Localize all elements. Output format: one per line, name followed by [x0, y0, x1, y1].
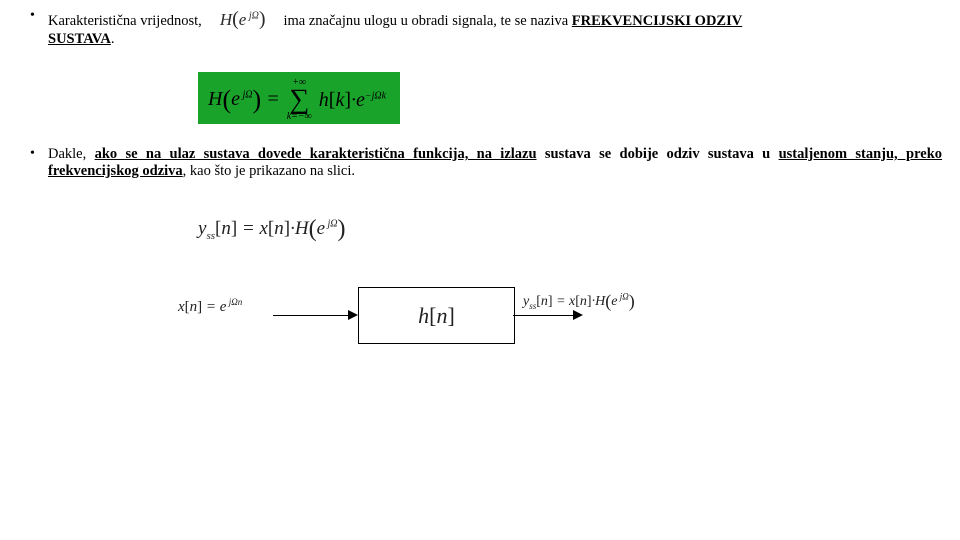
arrow-out-line [513, 315, 573, 316]
b2-mid: sustava se dobije odziv sustava u [537, 146, 779, 162]
b2-bu1: ako se na ulaz sustava dovede karakteris… [95, 146, 537, 162]
b1-line2: SUSTAVA. [48, 31, 942, 48]
sum-icon: +∞ ∑ k=−∞ [287, 78, 312, 122]
block-diagram: x[n] = e jΩn h[n] yss[n] = x[n]·H(e jΩ) [178, 269, 738, 359]
arrow-in-head-icon [348, 310, 358, 320]
slide-page: Karakteristična vrijednost, H(e jΩ) ima … [0, 0, 960, 377]
bullet-2: Dakle, ako se na ulaz sustava dovede kar… [28, 146, 942, 359]
diagram-output-label: yss[n] = x[n]·H(e jΩ) [523, 291, 635, 312]
b1-term-sustava: SUSTAVA [48, 31, 111, 47]
green-formula-box: H(e jΩ) = +∞ ∑ k=−∞ h[k]·e−jΩk [198, 72, 400, 124]
formula-lhs: H(e jΩ) = [208, 85, 280, 115]
sum-lower: k=−∞ [287, 112, 312, 122]
b1-tail: . [111, 31, 115, 47]
green-formula-wrap: H(e jΩ) = +∞ ∑ k=−∞ h[k]·e−jΩk [198, 72, 942, 124]
b1-term-freq: FREKVENCIJSKI ODZIV [572, 13, 742, 29]
bullet-1-line: Karakteristična vrijednost, H(e jΩ) ima … [48, 8, 942, 31]
b1-right-text: ima značajnu ulogu u obradi signala, te … [284, 13, 943, 30]
arrow-in-line [273, 315, 348, 316]
inline-formula-H: H(e jΩ) [220, 8, 266, 31]
formula-rhs: h[k]·e−jΩk [319, 89, 386, 112]
diagram-input-label: x[n] = e jΩn [178, 297, 242, 316]
yss-formula: yss[n] = x[n]·H(e jΩ) [198, 216, 942, 243]
bullet-list: Karakteristična vrijednost, H(e jΩ) ima … [28, 8, 942, 359]
b2-tail: , kao što je prikazano na slici. [183, 163, 355, 179]
b2-lead: Dakle, [48, 146, 95, 162]
b1-right-pre: ima značajnu ulogu u obradi signala, te … [284, 13, 572, 29]
sum-symbol: ∑ [289, 88, 309, 112]
system-block: h[n] [358, 287, 515, 344]
bullet-1: Karakteristična vrijednost, H(e jΩ) ima … [28, 8, 942, 124]
b1-left-text: Karakteristična vrijednost, [48, 13, 202, 30]
